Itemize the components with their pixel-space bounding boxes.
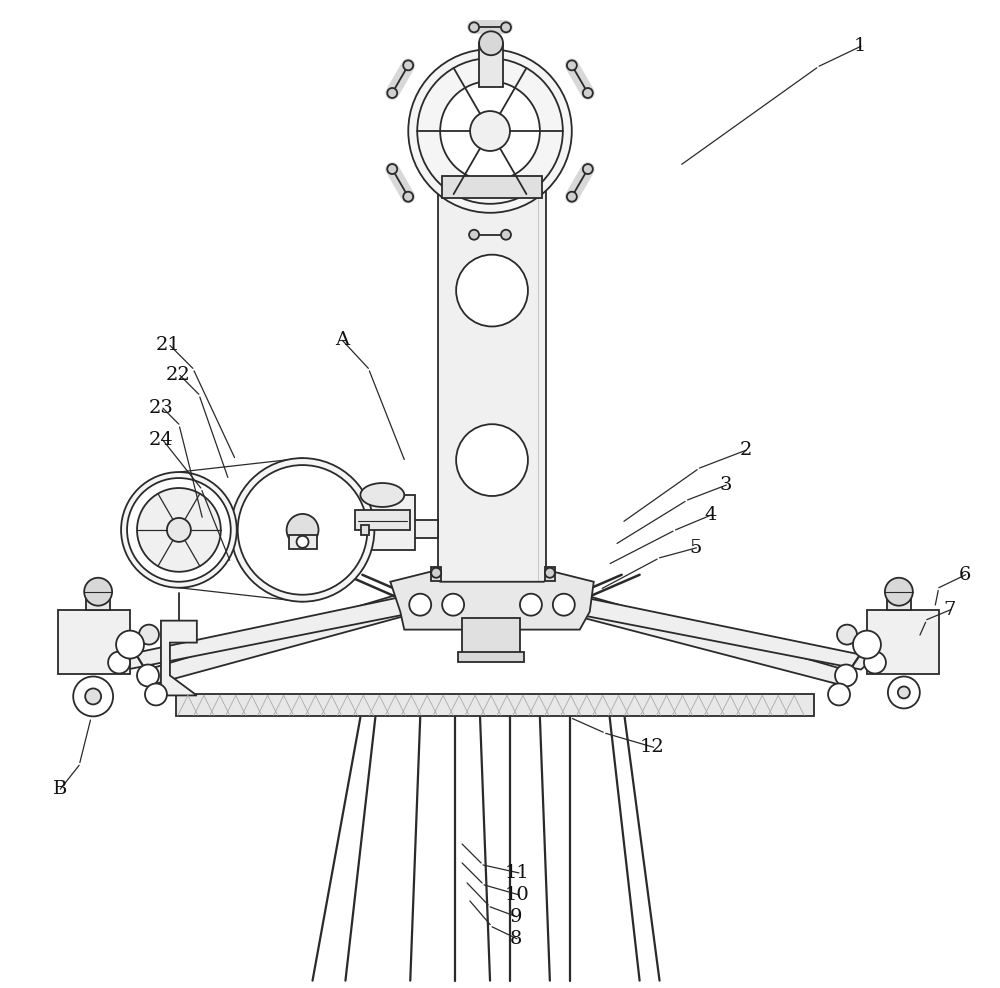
Text: 11: 11 bbox=[505, 864, 530, 882]
Text: 10: 10 bbox=[505, 886, 530, 904]
Bar bbox=[361, 525, 369, 535]
Circle shape bbox=[116, 630, 144, 659]
Polygon shape bbox=[141, 591, 424, 685]
Text: 5: 5 bbox=[689, 538, 702, 557]
Circle shape bbox=[127, 478, 231, 582]
Circle shape bbox=[864, 651, 886, 674]
Circle shape bbox=[442, 594, 464, 616]
Circle shape bbox=[238, 465, 367, 595]
Circle shape bbox=[431, 568, 441, 578]
Circle shape bbox=[139, 624, 159, 644]
Circle shape bbox=[73, 677, 113, 716]
Circle shape bbox=[440, 81, 540, 181]
Text: 1: 1 bbox=[854, 38, 866, 55]
Circle shape bbox=[501, 23, 511, 33]
Circle shape bbox=[469, 230, 479, 240]
Circle shape bbox=[145, 684, 167, 705]
Text: 21: 21 bbox=[156, 337, 181, 355]
Circle shape bbox=[853, 630, 881, 659]
Circle shape bbox=[469, 23, 479, 33]
Circle shape bbox=[567, 192, 577, 202]
Bar bbox=[887, 592, 911, 610]
Circle shape bbox=[545, 568, 555, 578]
Circle shape bbox=[583, 164, 593, 174]
Circle shape bbox=[898, 687, 910, 699]
Circle shape bbox=[567, 60, 577, 70]
Circle shape bbox=[470, 111, 510, 151]
Bar bbox=[58, 610, 130, 675]
Text: 6: 6 bbox=[959, 566, 971, 584]
Circle shape bbox=[501, 230, 511, 240]
Circle shape bbox=[828, 684, 850, 705]
Text: A: A bbox=[335, 331, 350, 350]
Circle shape bbox=[108, 651, 130, 674]
Circle shape bbox=[84, 578, 112, 606]
Circle shape bbox=[885, 578, 913, 606]
Text: 24: 24 bbox=[149, 431, 174, 450]
Text: 23: 23 bbox=[149, 399, 174, 417]
Bar bbox=[261, 520, 438, 537]
Text: 4: 4 bbox=[704, 506, 717, 524]
Polygon shape bbox=[528, 589, 875, 670]
Circle shape bbox=[403, 60, 413, 70]
Circle shape bbox=[297, 535, 309, 548]
Bar bbox=[462, 618, 520, 656]
Text: 7: 7 bbox=[944, 601, 956, 618]
Bar bbox=[350, 495, 415, 550]
Bar bbox=[176, 695, 814, 716]
Bar bbox=[438, 176, 546, 619]
Circle shape bbox=[837, 624, 857, 644]
Bar bbox=[289, 535, 317, 549]
Bar bbox=[86, 592, 110, 610]
Circle shape bbox=[409, 594, 431, 616]
Polygon shape bbox=[556, 591, 851, 685]
Circle shape bbox=[456, 424, 528, 496]
Circle shape bbox=[137, 488, 221, 572]
Bar bbox=[458, 651, 524, 662]
Text: 22: 22 bbox=[166, 367, 191, 384]
Polygon shape bbox=[175, 520, 307, 541]
Bar bbox=[545, 567, 555, 581]
Polygon shape bbox=[390, 572, 594, 629]
Text: 8: 8 bbox=[510, 930, 522, 947]
Text: B: B bbox=[53, 781, 68, 798]
Text: 3: 3 bbox=[719, 476, 732, 494]
Polygon shape bbox=[161, 620, 197, 696]
Circle shape bbox=[479, 32, 503, 55]
Circle shape bbox=[287, 514, 319, 545]
Circle shape bbox=[403, 192, 413, 202]
Circle shape bbox=[387, 164, 397, 174]
Polygon shape bbox=[113, 589, 454, 670]
Circle shape bbox=[121, 472, 237, 588]
Circle shape bbox=[231, 458, 374, 602]
Circle shape bbox=[167, 518, 191, 541]
Bar bbox=[867, 610, 939, 675]
Circle shape bbox=[520, 594, 542, 616]
Text: 9: 9 bbox=[510, 908, 522, 926]
Text: 12: 12 bbox=[640, 738, 664, 756]
Text: 2: 2 bbox=[739, 441, 752, 459]
Circle shape bbox=[835, 665, 857, 687]
Circle shape bbox=[408, 49, 572, 212]
Circle shape bbox=[456, 255, 528, 326]
Circle shape bbox=[553, 594, 575, 616]
Circle shape bbox=[888, 677, 920, 708]
Bar bbox=[355, 510, 410, 530]
Circle shape bbox=[387, 88, 397, 98]
Ellipse shape bbox=[360, 483, 404, 507]
Circle shape bbox=[583, 88, 593, 98]
Bar bbox=[442, 176, 542, 198]
Circle shape bbox=[417, 58, 563, 204]
Circle shape bbox=[137, 665, 159, 687]
Circle shape bbox=[85, 689, 101, 704]
Bar bbox=[431, 567, 441, 581]
Bar bbox=[479, 43, 503, 87]
